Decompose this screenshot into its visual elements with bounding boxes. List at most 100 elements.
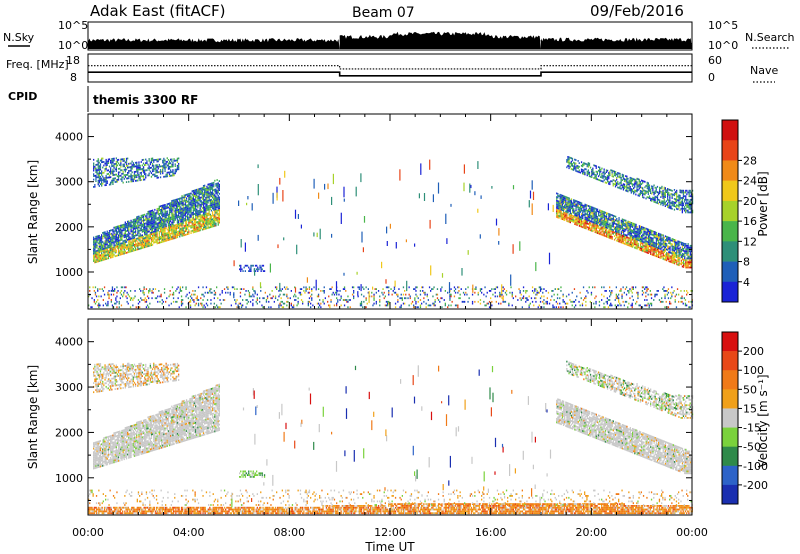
power-echo-mark xyxy=(99,254,102,257)
power-echo-mark xyxy=(181,215,183,217)
power-echo-mark xyxy=(606,169,609,172)
power-echo-mark xyxy=(151,213,154,215)
power-echo-mark xyxy=(192,211,194,214)
power-echo-mark xyxy=(136,234,138,237)
power-echo-mark xyxy=(618,222,620,225)
power-echo-mark xyxy=(172,225,174,227)
power-echo-mark xyxy=(190,232,192,234)
power-echo-mark xyxy=(584,210,586,213)
power-echo-mark xyxy=(658,232,660,235)
power-echo-mark xyxy=(155,215,157,218)
power-echo-mark xyxy=(559,213,561,216)
power-echo-mark xyxy=(217,198,219,201)
power-echo-mark xyxy=(179,217,181,220)
power-echo-mark xyxy=(682,242,685,245)
power-echo-mark xyxy=(105,241,107,244)
power-echo-mark xyxy=(651,244,653,247)
power-echo-mark xyxy=(626,190,628,192)
power-echo-mark xyxy=(216,182,218,185)
power-echo-mark xyxy=(111,163,113,166)
power-echo-mark xyxy=(105,234,107,237)
power-echo-mark xyxy=(101,174,103,176)
power-echo-mark xyxy=(636,233,638,236)
power-echo-mark xyxy=(602,219,604,222)
power-echo-mark xyxy=(94,243,96,246)
power-echo-mark xyxy=(103,257,105,259)
power-echo-mark xyxy=(164,231,166,233)
power-echo-mark xyxy=(673,208,676,211)
power-echo-mark xyxy=(147,241,149,244)
power-echo-mark xyxy=(651,248,653,250)
power-clutter-mark xyxy=(195,302,197,305)
power-clutter-mark xyxy=(247,290,249,292)
power-echo-mark xyxy=(176,166,179,169)
power-echo-mark xyxy=(206,205,208,208)
power-echo-mark xyxy=(113,159,115,162)
power-echo-mark xyxy=(99,238,102,240)
power-echo-mark xyxy=(140,218,142,221)
power-echo-mark xyxy=(116,227,119,230)
power-echo-mark xyxy=(605,233,608,236)
power-echo-mark xyxy=(190,221,192,224)
power-echo-mark xyxy=(98,254,100,257)
power-echo-mark xyxy=(653,200,655,203)
power-echo-mark xyxy=(570,202,573,204)
power-echo-mark xyxy=(673,239,676,241)
power-echo-mark xyxy=(157,229,159,232)
power-echo-mark xyxy=(603,218,605,221)
power-clutter-mark xyxy=(319,299,321,301)
power-echo-mark xyxy=(561,196,564,199)
power-echo-mark xyxy=(618,228,620,230)
power-echo-mark xyxy=(137,215,139,218)
power-echo-mark xyxy=(202,215,205,218)
power-echo-mark xyxy=(647,228,650,231)
power-echo-mark xyxy=(93,251,95,253)
power-echo-mark xyxy=(643,248,645,251)
power-clutter-mark xyxy=(93,299,95,301)
power-echo-mark xyxy=(197,192,199,194)
power-clutter-mark xyxy=(252,286,254,289)
power-echo-mark xyxy=(618,220,620,223)
power-echo-mark xyxy=(173,231,175,234)
power-echo-mark xyxy=(676,263,678,266)
power-echo-mark xyxy=(636,229,638,232)
power-echo-mark xyxy=(659,247,661,250)
power-echo-mark xyxy=(647,241,650,244)
power-echo-mark xyxy=(147,167,149,170)
power-echo-mark xyxy=(178,201,180,204)
power-echo-mark xyxy=(559,197,561,200)
power-echo-mark xyxy=(686,189,688,192)
power-echo-mark xyxy=(144,233,146,236)
power-echo-mark xyxy=(144,231,146,234)
power-clutter-mark xyxy=(266,297,269,300)
power-echo-mark xyxy=(199,215,201,217)
power-echo-mark xyxy=(176,202,179,204)
power-echo-mark xyxy=(93,162,95,165)
power-echo-mark xyxy=(179,219,181,222)
power-echo-mark xyxy=(106,180,108,183)
power-echo-mark xyxy=(685,204,687,207)
power-echo-mark xyxy=(112,168,114,171)
power-echo-mark xyxy=(673,251,676,254)
power-echo-mark xyxy=(629,176,631,179)
power-echo-mark xyxy=(170,207,172,210)
power-echo-mark xyxy=(131,176,133,179)
power-clutter-mark xyxy=(143,299,145,301)
power-echo-mark xyxy=(128,177,130,180)
power-echo-mark xyxy=(192,206,194,208)
power-echo-mark xyxy=(140,216,142,219)
power-echo-mark xyxy=(204,217,206,219)
power-echo-mark xyxy=(573,199,575,201)
power-echo-mark xyxy=(101,172,103,174)
power-echo-mark xyxy=(663,195,665,198)
power-echo-mark xyxy=(171,209,173,211)
power-echo-mark xyxy=(195,210,197,213)
power-echo-mark xyxy=(116,236,119,239)
power-echo-mark xyxy=(662,200,664,203)
power-echo-mark xyxy=(142,244,145,247)
power-echo-mark xyxy=(119,230,121,233)
power-echo-mark xyxy=(648,195,651,198)
power-echo-mark xyxy=(638,236,641,238)
power-echo-mark xyxy=(584,209,586,211)
power-echo-mark xyxy=(661,191,663,194)
